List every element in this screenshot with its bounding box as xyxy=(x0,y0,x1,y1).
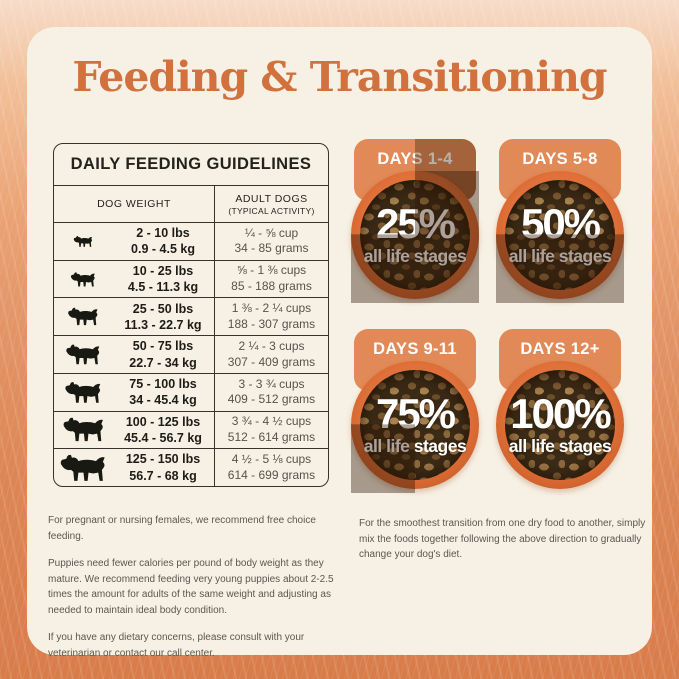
weight-lbs: 2 - 10 lbs xyxy=(136,226,190,241)
weight-kg: 0.9 - 4.5 kg xyxy=(131,242,195,257)
info-card: Feeding & Transitioning DAILY FEEDING GU… xyxy=(27,27,652,659)
amount-grams: 85 - 188 grams xyxy=(231,279,312,294)
stage-days-label: DAYS 9-11 xyxy=(373,340,457,358)
stage-percent: 50% xyxy=(520,200,601,247)
stage-days-5-8: DAYS 5-8 50% all life stages xyxy=(490,139,630,311)
amount-grams: 409 - 512 grams xyxy=(227,392,316,407)
weight-kg: 56.7 - 68 kg xyxy=(129,468,197,483)
old-food-shade xyxy=(351,424,415,493)
amount-grams: 34 - 85 grams xyxy=(234,241,309,256)
amount-cups: 3 ¾ - 4 ½ cups xyxy=(231,414,312,429)
amount-cups: 4 ½ - 5 ⅛ cups xyxy=(231,452,312,467)
amount-grams: 512 - 614 grams xyxy=(227,429,316,444)
weight-kg: 34 - 45.4 kg xyxy=(129,393,197,408)
stage-days-label: DAYS 12+ xyxy=(520,340,600,358)
table-row: 2 - 10 lbs 0.9 - 4.5 kg ¼ - ⅝ cup 34 - 85 … xyxy=(54,223,328,261)
table-title: DAILY FEEDING GUIDELINES xyxy=(54,144,328,186)
weight-lbs: 125 - 150 lbs xyxy=(125,452,201,467)
dog-silhouette-icon xyxy=(54,235,112,248)
page-title: Feeding & Transitioning xyxy=(72,53,607,101)
dog-silhouette-icon xyxy=(54,306,112,327)
kibble-texture xyxy=(360,180,470,290)
amount-cups: 3 - 3 ¾ cups xyxy=(238,376,305,391)
weight-kg: 45.4 - 56.7 kg xyxy=(124,430,202,445)
notes-left-column: For pregnant or nursing females, we reco… xyxy=(48,513,344,673)
stage-percent: 75% xyxy=(375,390,456,437)
weight-lbs: 75 - 100 lbs xyxy=(129,376,197,391)
stage-days-9-11: DAYS 9-11 75% all life stages xyxy=(345,329,485,501)
stage-label: all life stages xyxy=(363,246,467,266)
table-header-row: DOG WEIGHT ADULT DOGS (TYPICAL ACTIVITY) xyxy=(54,186,328,223)
feeding-guidelines-table: DAILY FEEDING GUIDELINES DOG WEIGHT ADUL… xyxy=(53,143,329,487)
weight-kg: 11.3 - 22.7 kg xyxy=(124,317,202,332)
stage-percent: 25% xyxy=(375,200,456,247)
amount-cups: ⅝ - 1 ⅜ cups xyxy=(236,263,307,278)
col-header-adult-line1: ADULT DOGS xyxy=(235,192,308,205)
dog-silhouette-icon xyxy=(54,271,112,288)
weight-kg: 4.5 - 11.3 kg xyxy=(127,280,199,295)
amount-grams: 307 - 409 grams xyxy=(227,354,316,369)
notes-right-column: For the smoothest transition from one dr… xyxy=(359,516,649,575)
col-header-dog-weight: DOG WEIGHT xyxy=(97,198,171,210)
note-pregnant-nursing: For pregnant or nursing females, we reco… xyxy=(48,515,316,542)
note-transition: For the smoothest transition from one dr… xyxy=(359,518,646,560)
amount-cups: 2 ¼ - 3 cups xyxy=(238,338,305,353)
weight-lbs: 25 - 50 lbs xyxy=(132,301,194,316)
dog-silhouette-icon xyxy=(54,416,112,443)
dog-silhouette-icon xyxy=(54,453,112,483)
stage-label: all life stages xyxy=(363,436,467,456)
stage-days-label: DAYS 1-4 xyxy=(377,150,453,168)
col-header-adult-dogs: ADULT DOGS (TYPICAL ACTIVITY) xyxy=(214,186,328,222)
dog-silhouette-icon xyxy=(54,343,112,366)
stage-label: all life stages xyxy=(508,436,612,456)
stage-days-1-4: DAYS 1-4 25% all life stages xyxy=(345,139,485,311)
col-header-adult-line2: (TYPICAL ACTIVITY) xyxy=(228,205,315,216)
weight-lbs: 10 - 25 lbs xyxy=(132,263,194,278)
kibble-texture xyxy=(505,180,615,290)
kibble-bowl xyxy=(496,171,624,299)
stage-label: all life stages xyxy=(508,246,612,266)
kibble-texture xyxy=(360,370,470,480)
stage-percent: 100% xyxy=(510,390,611,437)
stage-days-12-plus: DAYS 12+ 100% all life stages xyxy=(490,329,630,501)
table-row: 75 - 100 lbs 34 - 45.4 kg 3 - 3 ¾ cups 409… xyxy=(54,373,328,412)
kibble-bowl xyxy=(351,361,479,489)
kibble-bowl xyxy=(496,361,624,489)
table-row: 50 - 75 lbs 22.7 - 34 kg 2 ¼ - 3 cups 307 … xyxy=(54,336,328,374)
kibble-bowl xyxy=(351,171,479,299)
stage-days-label: DAYS 5-8 xyxy=(522,150,598,168)
weight-lbs: 50 - 75 lbs xyxy=(132,339,194,354)
note-dietary-concerns: If you have any dietary concerns, please… xyxy=(48,632,305,659)
note-puppies: Puppies need fewer calories per pound of… xyxy=(48,558,334,616)
weight-lbs: 100 - 125 lbs xyxy=(125,414,201,429)
transition-stages: DAYS 1-4 25% all life stages DAYS 5-8 50%… xyxy=(343,139,643,519)
amount-grams: 614 - 699 grams xyxy=(227,467,316,482)
table-row: 25 - 50 lbs 11.3 - 22.7 kg 1 ⅜ - 2 ¼ cups… xyxy=(54,298,328,337)
amount-cups: 1 ⅜ - 2 ¼ cups xyxy=(231,301,312,316)
weight-kg: 22.7 - 34 kg xyxy=(129,355,197,370)
table-row: 100 - 125 lbs 45.4 - 56.7 kg 3 ¾ - 4 ½ cu… xyxy=(54,411,328,450)
table-row: 10 - 25 lbs 4.5 - 11.3 kg ⅝ - 1 ⅜ cups 85 … xyxy=(54,260,328,299)
amount-grams: 188 - 307 grams xyxy=(227,316,316,331)
kibble-texture xyxy=(505,370,615,480)
amount-cups: ¼ - ⅝ cup xyxy=(244,225,299,240)
old-food-shade xyxy=(496,234,624,303)
table-row: 125 - 150 lbs 56.7 - 68 kg 4 ½ - 5 ⅛ cups… xyxy=(54,449,328,486)
dog-silhouette-icon xyxy=(54,380,112,405)
